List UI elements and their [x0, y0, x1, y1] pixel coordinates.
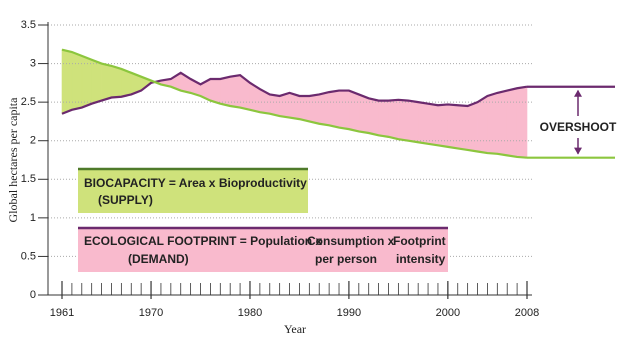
overshoot-area	[407, 100, 419, 143]
x-tick-label: 1970	[139, 307, 163, 319]
y-tick-label: 3	[30, 57, 36, 69]
overshoot-area	[219, 76, 231, 107]
overshoot-area	[229, 74, 241, 108]
overshoot-area	[516, 86, 528, 159]
series-line	[61, 71, 528, 115]
x-tick-label: 2008	[515, 307, 539, 319]
footprint-text: ECOLOGICAL FOOTPRINT = Population x	[84, 234, 322, 248]
y-axis-label: Global hectares per capita	[6, 97, 20, 223]
x-tick-label: 1961	[50, 307, 74, 319]
overshoot-area	[309, 94, 320, 125]
overshoot-area	[398, 99, 409, 142]
overshoot-area	[368, 97, 379, 136]
y-tick-label: 0	[30, 289, 36, 301]
surplus-area	[101, 63, 112, 102]
overshoot-area	[447, 104, 459, 149]
y-tick-label: 0.5	[21, 250, 36, 262]
supply-text: (SUPPLY)	[98, 193, 153, 207]
annotation: OVERSHOOT	[540, 120, 617, 134]
overshoot-area	[427, 103, 439, 146]
overshoot-area	[269, 94, 280, 117]
x-tick-label: 1990	[337, 307, 361, 319]
x-tick-label: 2000	[436, 307, 460, 319]
x-axis-label: Year	[284, 322, 306, 336]
overshoot-area	[497, 90, 508, 156]
footprint-box	[78, 228, 448, 272]
overshoot-area	[338, 90, 350, 130]
overshoot-area	[477, 95, 488, 154]
y-tick-label: 3.5	[21, 19, 36, 31]
y-tick-label: 2	[30, 135, 36, 147]
surplus-area	[71, 51, 83, 111]
arrow-head	[574, 89, 582, 97]
surplus-area	[111, 65, 122, 98]
x-tick-label: 1980	[238, 307, 262, 319]
footprint-text: Consumption x	[307, 234, 395, 248]
overshoot-area	[437, 104, 449, 148]
demand-text: (DEMAND)	[128, 252, 189, 266]
biocapacity-text: BIOCAPACITY = Area x Bioproductivity	[84, 176, 307, 190]
footprint-text: Footprint	[393, 234, 446, 248]
overshoot-area	[328, 90, 340, 128]
biocapacity-box	[78, 169, 308, 213]
overshoot-area	[299, 95, 310, 122]
annotation-box	[544, 116, 612, 138]
arrow-head	[574, 147, 582, 155]
overshoot-area	[506, 87, 518, 158]
overshoot-area	[467, 101, 478, 152]
per-person-text: per person	[315, 252, 377, 266]
y-tick-label: 1	[30, 212, 36, 224]
overshoot-area	[348, 90, 360, 132]
surplus-area	[91, 59, 102, 105]
surplus-area	[61, 49, 73, 115]
overshoot-area	[457, 104, 468, 151]
overshoot-area	[378, 100, 389, 138]
overshoot-area	[388, 99, 399, 140]
intensity-text: intensity	[396, 252, 446, 266]
overshoot-area	[318, 91, 330, 126]
overshoot-area	[289, 92, 300, 120]
y-tick-label: 1.5	[21, 173, 36, 185]
series-line	[61, 48, 528, 159]
y-tick-label: 2.5	[21, 96, 36, 108]
overshoot-area	[417, 101, 429, 145]
overshoot-area	[358, 93, 370, 134]
